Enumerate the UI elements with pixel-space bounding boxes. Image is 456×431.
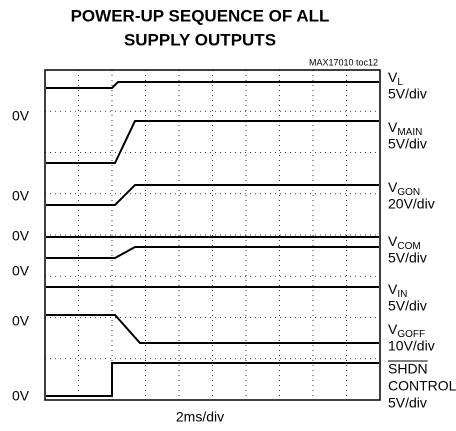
- channel-sub: GOFF: [397, 329, 425, 340]
- title-line: POWER-UP SEQUENCE OF ALL: [71, 6, 330, 25]
- channel-name: VCOM: [388, 233, 421, 252]
- channel-sub: COM: [397, 241, 420, 252]
- traces: [46, 81, 379, 397]
- trace-vgon: [46, 184, 379, 206]
- channel-base: V: [388, 233, 398, 249]
- channel-name: VL: [388, 69, 403, 88]
- shdn-name: SHDN: [388, 361, 428, 377]
- ground-label: 0V: [12, 228, 30, 244]
- trace-vmain: [46, 120, 379, 164]
- channel-scale: 5V/div: [388, 136, 427, 152]
- channel-scale: 10V/div: [388, 338, 435, 354]
- trace-shdn: [46, 362, 379, 397]
- reference: MAX17010 toc12: [309, 57, 378, 67]
- shdn-scale: 5V/div: [388, 395, 427, 411]
- channel-base: V: [388, 321, 398, 337]
- ground-label: 0V: [12, 388, 30, 404]
- ground-label: 0V: [12, 263, 30, 279]
- ground-label: 0V: [12, 108, 30, 124]
- grid: [45, 70, 380, 400]
- shdn-line2: CONTROL: [388, 378, 456, 394]
- channel-sub: L: [397, 77, 403, 88]
- channel-sub: IN: [397, 289, 407, 300]
- channel-scale: 5V/div: [388, 298, 427, 314]
- trace-vcom: [46, 246, 379, 259]
- title-line: SUPPLY OUTPUTS: [124, 30, 276, 49]
- channel-base: V: [388, 179, 398, 195]
- channel-base: V: [388, 69, 398, 85]
- ground-label: 0V: [12, 313, 30, 329]
- trace-vgoff: [46, 314, 379, 344]
- channel-scale: 5V/div: [388, 86, 427, 102]
- channel-sub: GON: [397, 187, 420, 198]
- channel-name: VGON: [388, 179, 420, 198]
- channel-base: V: [388, 281, 398, 297]
- channel-sub: MAIN: [397, 127, 422, 138]
- channel-scale: 20V/div: [388, 196, 435, 212]
- channel-scale: 5V/div: [388, 250, 427, 266]
- trace-vl: [46, 81, 379, 89]
- channel-base: V: [388, 119, 398, 135]
- channel-name: VIN: [388, 281, 407, 300]
- time-scale: 2ms/div: [176, 409, 224, 425]
- channel-name: VMAIN: [388, 119, 422, 138]
- ground-label: 0V: [12, 188, 30, 204]
- channel-name: VGOFF: [388, 321, 425, 340]
